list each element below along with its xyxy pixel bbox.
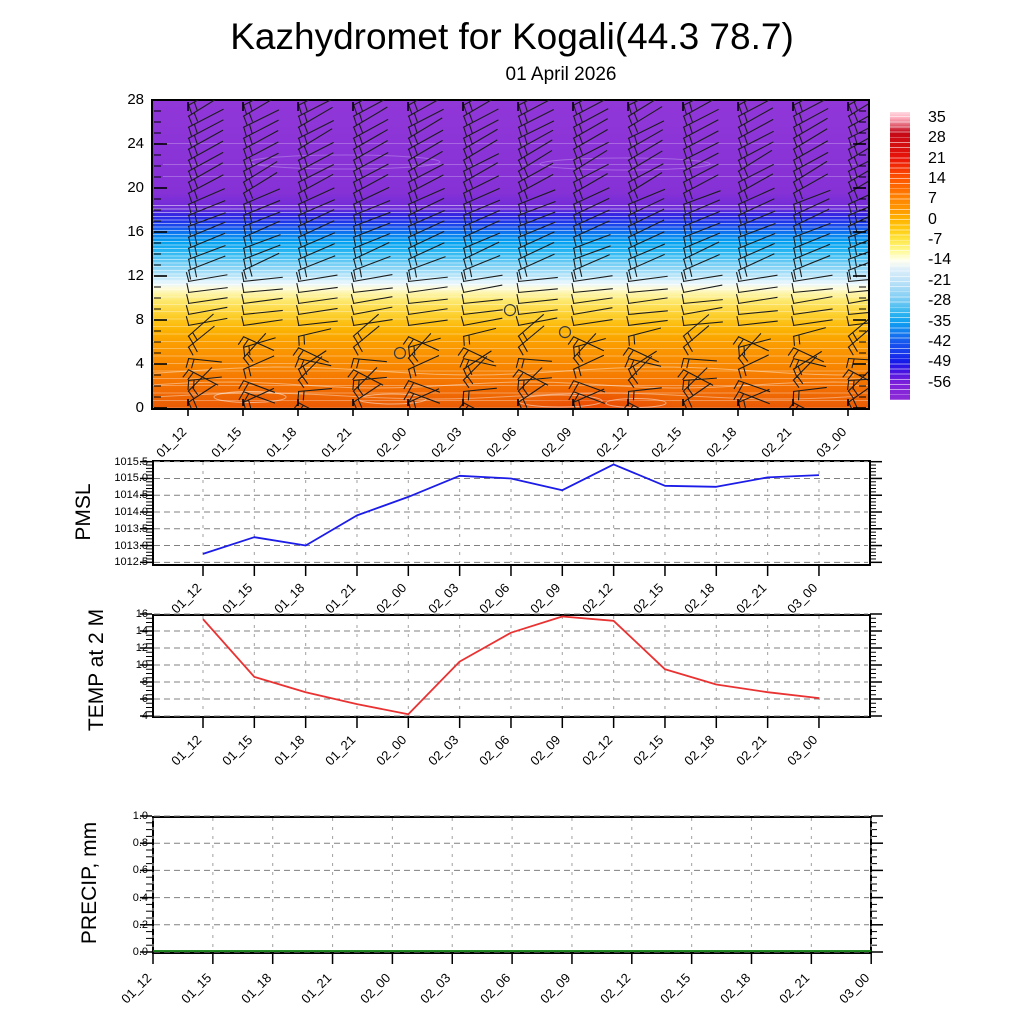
cross-section-panel (151, 99, 870, 410)
precip-x-tick-label: 03_00 (836, 970, 873, 1007)
colorbar-tick-label: -56 (928, 373, 952, 391)
temp-2m-x-tick-label: 01_15 (219, 732, 256, 769)
temp-2m-y-tick-label: 16 (135, 608, 148, 620)
temp-2m-x-tick-label: 01_18 (270, 732, 307, 769)
temp-2m-y-tick-label: 8 (141, 676, 148, 688)
precip-x-tick-label: 01_21 (297, 970, 334, 1007)
colorbar-tick-label: 0 (928, 210, 937, 228)
page-subtitle: 01 April 2026 (505, 64, 617, 85)
colorbar-tick-label: 21 (928, 149, 946, 167)
page-title: Kazhydromet for Kogali(44.3 78.7) (230, 16, 794, 57)
temp-2m-x-tick-label: 02_06 (476, 732, 513, 769)
temp-2m-x-tick-label: 02_09 (527, 732, 564, 769)
xsec-y-tick-label: 20 (127, 179, 144, 196)
precip-y-tick-label: 1.0 (132, 810, 148, 822)
colorbar-tick-label: 14 (928, 170, 946, 188)
precip-x-tick-label: 02_03 (417, 970, 454, 1007)
pmsl-y-tick-label: 1014.0 (114, 506, 148, 518)
colorbar-tick-label: -21 (928, 271, 952, 289)
pmsl-y-tick-label: 1013.0 (114, 539, 148, 552)
temp-2m-y-tick-label: 12 (135, 642, 148, 654)
colorbar-tick-label: -28 (928, 292, 952, 310)
colorbar-tick-label: 35 (928, 109, 946, 126)
pmsl-axis-title: PMSL (72, 483, 95, 541)
temp-2m-x-tick-label: 03_00 (784, 732, 821, 769)
precip-x-tick-label: 02_21 (776, 970, 813, 1007)
precip-x-tick-label: 01_15 (177, 970, 215, 1007)
xsec-y-tick-label: 28 (127, 91, 144, 108)
pmsl-y-tick-label: 1012.5 (114, 556, 148, 569)
precip-x-tick-label: 01_12 (118, 970, 155, 1007)
colorbar-tick-label: 28 (928, 129, 946, 147)
temp-panel (152, 614, 871, 718)
temp-2m-x-tick-label: 02_21 (732, 732, 769, 769)
temp-2m-x-tick-label: 02_18 (681, 732, 718, 769)
warm-surface-patch (153, 101, 868, 408)
xsec-y-tick-label: 24 (127, 135, 144, 152)
pmsl-y-tick-label: 1015.5 (114, 455, 148, 468)
precip-x-tick-label: 02_12 (596, 970, 634, 1007)
colorbar-tick-label: -49 (928, 353, 952, 371)
temp-2m-y-tick-label: 6 (141, 693, 148, 705)
colorbar-tick-label: -35 (928, 312, 952, 330)
pmsl-y-tick-label: 1013.5 (114, 522, 148, 535)
temp-2m-x-tick-label: 01_12 (168, 732, 205, 769)
colorbar-tick-label: -14 (928, 251, 952, 269)
precip-x-tick-label: 02_06 (477, 970, 514, 1007)
colorbar-tick-label: -7 (928, 231, 943, 249)
xsec-y-tick-label: 12 (127, 267, 144, 284)
temp-2m-x-tick-label: 02_00 (373, 732, 410, 769)
pmsl-y-tick-label: 1015.0 (114, 472, 148, 485)
temp-2m-x-tick-label: 02_03 (424, 732, 461, 769)
precip-x-tick-label: 01_18 (237, 970, 274, 1007)
precip-x-tick-label: 02_18 (716, 970, 753, 1007)
temp-2m-y-tick-label: 10 (135, 659, 148, 671)
temp-2m-x-tick-label: 02_12 (578, 732, 615, 769)
xsec-y-tick-label: 8 (135, 311, 144, 328)
precip-y-tick-label: 0.0 (132, 946, 148, 958)
precip-y-tick-label: 0.8 (132, 837, 148, 850)
colorbar (890, 112, 910, 400)
precip-y-tick-label: 0.2 (132, 918, 148, 931)
pmsl-panel (152, 460, 871, 566)
precip-x-tick-label: 02_09 (537, 970, 574, 1007)
precip-axis-title: PRECIP, mm (78, 821, 101, 945)
temp-2m-y-tick-label: 4 (141, 710, 148, 722)
precip-x-tick-label: 02_15 (656, 970, 693, 1007)
temp-2m-x-tick-label: 02_15 (630, 732, 667, 769)
precip-y-tick-label: 0.4 (132, 891, 148, 904)
xsec-y-tick-label: 4 (135, 355, 144, 372)
precip-y-tick-label: 0.6 (132, 864, 148, 877)
pmsl-y-tick-label: 1014.5 (114, 489, 148, 502)
colorbar-tick-label: 7 (928, 190, 937, 208)
temp-2m-x-tick-label: 01_21 (322, 732, 359, 769)
precip-x-tick-label: 02_00 (357, 970, 394, 1007)
colorbar-tick-label: -42 (928, 332, 952, 350)
colorbar-segments (890, 112, 910, 400)
xsec-y-tick-label: 16 (127, 223, 144, 240)
precip-panel (152, 816, 872, 954)
temp-2m-y-tick-label: 14 (135, 625, 148, 637)
xsec-y-tick-label: 0 (135, 399, 144, 416)
